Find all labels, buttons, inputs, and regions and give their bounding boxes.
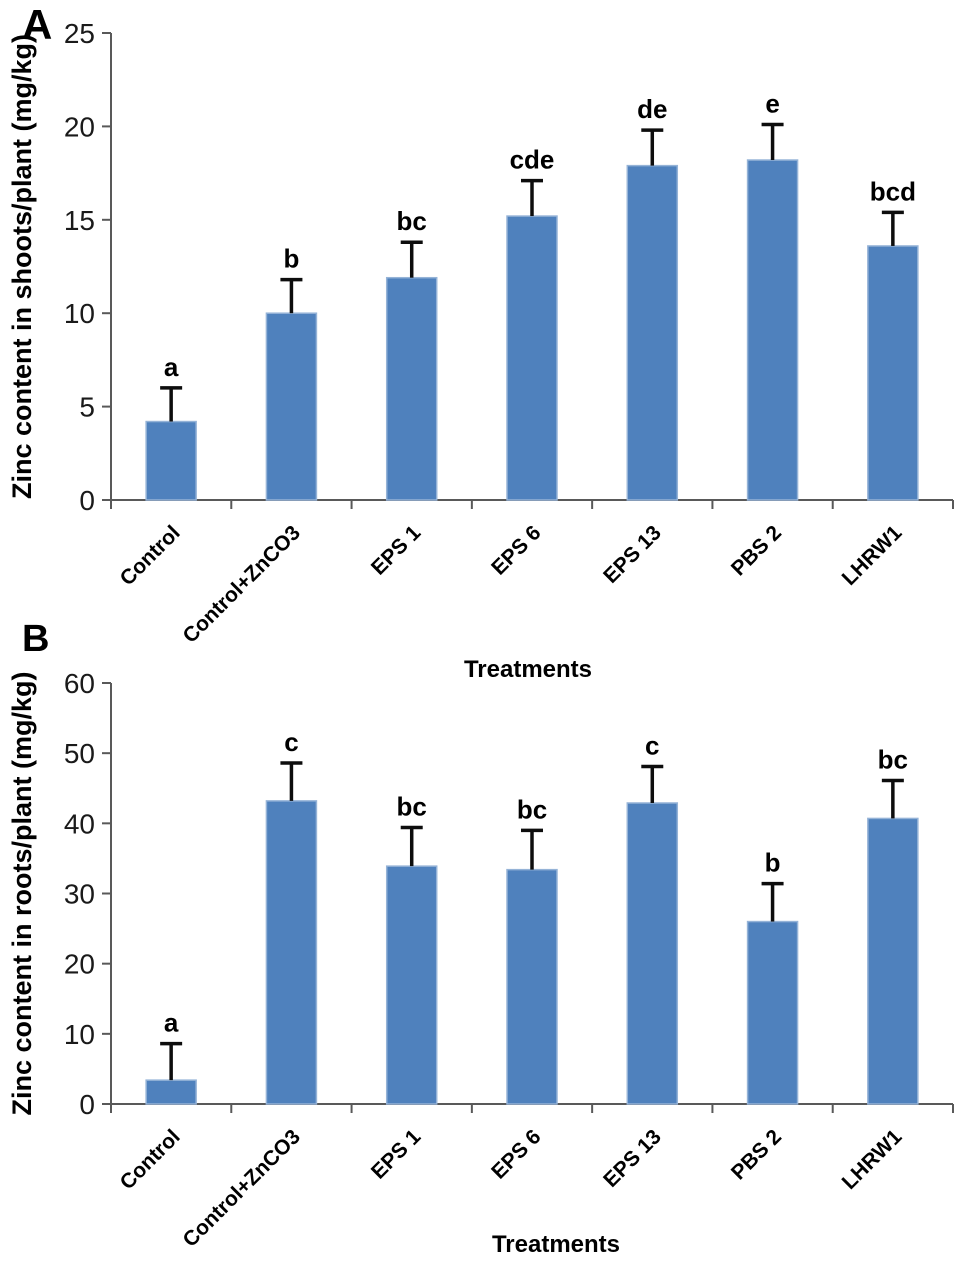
y-tick-label: 30 [64, 879, 95, 910]
bar-eps-13 [626, 802, 679, 1105]
sig-letter-lhrw1: bc [878, 745, 908, 775]
sig-letter-eps-1: bc [397, 206, 427, 236]
y-tick-label: 20 [64, 111, 95, 142]
y-tick-label: 0 [79, 485, 95, 516]
panel-a-chart: 0 5 10 15 20 25 a Control b Control+ZnCO3 bc EPS 1 c… [7, 18, 954, 683]
y-tick-label: 0 [79, 1089, 95, 1120]
sig-letter-eps-1: bc [397, 792, 427, 822]
bar-control [145, 1079, 197, 1105]
bar-lhrw1 [867, 245, 919, 501]
y-tick-label: 40 [64, 808, 95, 839]
bar-eps-1 [385, 276, 438, 501]
sig-letter-lhrw1: bcd [870, 176, 916, 206]
y-tick-label: 25 [64, 18, 95, 49]
bar-control [145, 420, 197, 501]
bar-eps-13 [626, 164, 679, 501]
sig-letter-eps-6: cde [510, 145, 555, 175]
y-axis-title-a: Zinc content in shoots/plant (mg/kg) [7, 34, 37, 499]
category-label-eps-6: EPS 6 [487, 1125, 545, 1183]
category-label-control-znco3: Control+ZnCO3 [179, 1125, 305, 1251]
y-tick-label: 10 [64, 298, 95, 329]
category-label-control: Control [116, 521, 185, 590]
sig-letter-control-znco3: b [283, 244, 299, 274]
sig-letter-eps-13: c [645, 730, 659, 760]
sig-letter-control-znco3: c [284, 727, 298, 757]
sig-letter-pbs-2: e [765, 89, 779, 119]
panel-b-label: B [22, 618, 50, 660]
category-label-lhrw1: LHRW1 [838, 1125, 907, 1194]
y-tick-label: 20 [64, 949, 95, 980]
category-label-control-znco3: Control+ZnCO3 [179, 521, 305, 647]
bar-pbs-2 [746, 159, 799, 501]
bar-control-znco3 [265, 312, 318, 501]
y-tick-label: 5 [79, 392, 95, 423]
sig-letter-control: a [164, 352, 179, 382]
bar-eps-6 [506, 868, 558, 1105]
panel-b-chart: 0102030405060aControlcControl+ZnCO3bcEPS… [7, 668, 954, 1258]
category-label-control: Control [116, 1125, 185, 1194]
category-label-pbs-2: PBS 2 [727, 521, 786, 580]
category-label-eps-1: EPS 1 [367, 1125, 426, 1184]
y-tick-label: 10 [64, 1019, 95, 1050]
category-label-eps-6: EPS 6 [487, 521, 545, 579]
panel-a-label: A [22, 1, 53, 48]
category-label-eps-13: EPS 13 [599, 521, 666, 588]
category-label-eps-1: EPS 1 [367, 521, 426, 580]
y-tick-label: 50 [64, 738, 95, 769]
x-axis-title-b: Treatments [492, 1231, 620, 1258]
y-axis-title-b: Zinc content in roots/plant (mg/kg) [7, 672, 37, 1116]
category-label-pbs-2: PBS 2 [727, 1125, 786, 1184]
bar-pbs-2 [746, 920, 799, 1105]
sig-letter-eps-13: de [637, 94, 667, 124]
y-tick-label: 15 [64, 205, 95, 236]
y-tick-label: 60 [64, 668, 95, 699]
sig-letter-control: a [164, 1008, 179, 1038]
category-label-eps-13: EPS 13 [599, 1125, 666, 1192]
bar-control-znco3 [265, 800, 318, 1105]
sig-letter-eps-6: bc [517, 794, 547, 824]
category-label-lhrw1: LHRW1 [838, 521, 907, 590]
bar-eps-6 [506, 215, 558, 501]
bar-eps-1 [385, 865, 438, 1105]
sig-letter-pbs-2: b [765, 848, 781, 878]
bar-lhrw1 [867, 817, 919, 1105]
x-axis-title-a: Treatments [464, 656, 592, 683]
